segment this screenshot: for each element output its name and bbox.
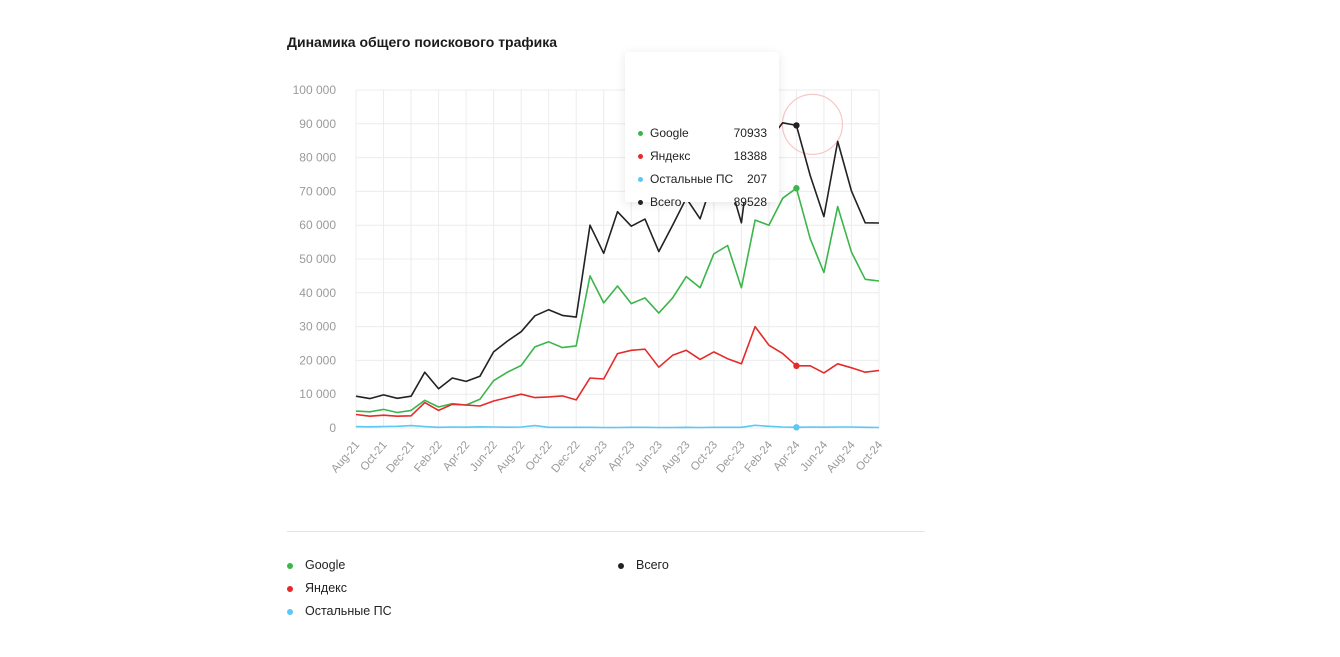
total-dot-icon bbox=[638, 200, 643, 205]
hover-marker-2 bbox=[793, 424, 800, 431]
tooltip-value: 70933 bbox=[733, 126, 767, 140]
x-tick-label: Feb-23 bbox=[577, 439, 610, 475]
chart-title: Динамика общего поискового трафика bbox=[287, 34, 558, 50]
tooltip-value: 89528 bbox=[733, 195, 767, 209]
x-axis-ticks: Aug-21Oct-21Dec-21Feb-22Apr-22Jun-22Aug-… bbox=[329, 439, 885, 476]
legend-label: Всего bbox=[636, 558, 669, 572]
series-lines bbox=[355, 115, 880, 429]
hover-marker-1 bbox=[793, 362, 800, 370]
yandex-dot-icon bbox=[287, 586, 293, 592]
x-tick-label: Feb-22 bbox=[412, 439, 445, 475]
tooltip-value: 18388 bbox=[733, 149, 767, 163]
hover-marker-0 bbox=[793, 185, 800, 192]
others-dot-icon bbox=[638, 177, 643, 182]
legend-label: Остальные ПС bbox=[305, 604, 392, 618]
total-dot-icon bbox=[618, 563, 624, 569]
tooltip-row-yandex: Яндекс 18388 bbox=[625, 147, 779, 165]
y-tick-label: 40 000 bbox=[299, 286, 336, 300]
x-tick-label: Feb-24 bbox=[743, 439, 776, 475]
tooltip-label: Остальные ПС bbox=[650, 172, 734, 186]
series-line-1 bbox=[355, 325, 880, 417]
y-tick-label: 0 bbox=[329, 421, 336, 435]
y-tick-label: 50 000 bbox=[299, 252, 336, 266]
legend-label: Google bbox=[305, 558, 346, 572]
tooltip-row-others: Остальные ПС 207 bbox=[625, 170, 779, 188]
x-tick-label: Aug-21 bbox=[329, 439, 362, 475]
yandex-dot-icon bbox=[638, 154, 643, 159]
tooltip-label: Google bbox=[650, 126, 689, 140]
x-tick-label: Aug-23 bbox=[660, 439, 693, 475]
y-tick-label: 30 000 bbox=[299, 320, 336, 334]
legend-divider bbox=[287, 531, 925, 532]
series-line-0 bbox=[355, 187, 880, 414]
google-dot-icon bbox=[287, 563, 293, 569]
x-tick-label: Dec-22 bbox=[549, 439, 582, 475]
tooltip-row-total: Всего 89528 bbox=[625, 193, 779, 211]
x-tick-label: Aug-22 bbox=[494, 439, 527, 475]
y-tick-label: 80 000 bbox=[299, 151, 336, 165]
tooltip-value: 207 bbox=[746, 172, 767, 186]
y-tick-label: 10 000 bbox=[299, 387, 336, 401]
y-tick-label: 60 000 bbox=[299, 218, 336, 232]
y-tick-label: 70 000 bbox=[299, 184, 336, 198]
chart-tooltip: Google 70933 Яндекс 18388 Остальные ПС 2… bbox=[625, 52, 779, 209]
y-tick-label: 100 000 bbox=[293, 83, 337, 97]
tooltip-label: Всего bbox=[650, 195, 682, 209]
x-tick-label: Apr-22 bbox=[441, 439, 472, 473]
others-dot-icon bbox=[287, 609, 293, 615]
x-tick-label: Dec-23 bbox=[715, 439, 748, 475]
series-line-2 bbox=[355, 424, 880, 429]
x-tick-label: Dec-21 bbox=[384, 439, 417, 475]
x-tick-label: Oct-24 bbox=[854, 439, 886, 474]
tooltip-row-google: Google 70933 bbox=[625, 124, 779, 142]
x-tick-label: Apr-23 bbox=[606, 439, 637, 473]
google-dot-icon bbox=[638, 131, 643, 136]
y-tick-label: 90 000 bbox=[299, 117, 336, 131]
y-tick-label: 20 000 bbox=[299, 353, 336, 367]
hover-markers bbox=[793, 122, 800, 431]
legend-label: Яндекс bbox=[305, 581, 348, 595]
x-tick-label: Apr-24 bbox=[771, 439, 803, 474]
tooltip-label: Яндекс bbox=[650, 149, 691, 163]
series-line-3 bbox=[355, 115, 880, 400]
x-tick-label: Aug-24 bbox=[825, 439, 858, 476]
y-axis-ticks: 0 10 000 20 000 30 000 40 000 50 000 60 000 70 … bbox=[293, 83, 337, 435]
hover-marker-3 bbox=[793, 122, 800, 129]
